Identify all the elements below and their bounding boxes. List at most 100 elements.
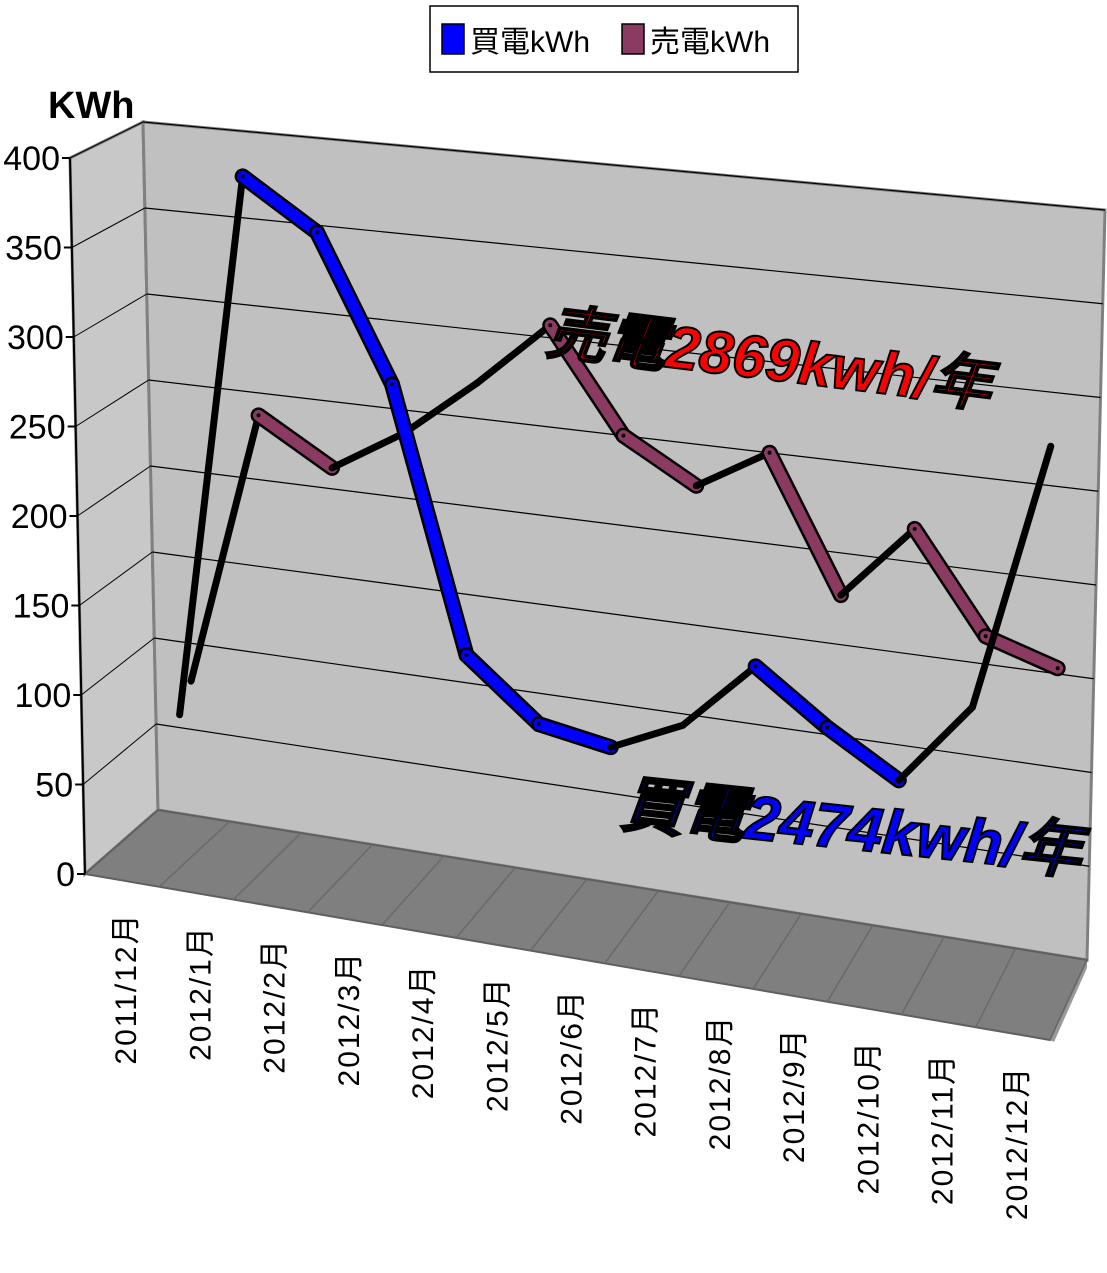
data-point-sell bbox=[838, 593, 843, 598]
legend-label-buy: 買電kWh bbox=[470, 26, 590, 59]
x-tick-label: 2012/11月 bbox=[927, 1053, 960, 1205]
series-segment-outline bbox=[328, 429, 408, 472]
data-point-buy bbox=[240, 174, 245, 179]
series-segment-outline bbox=[968, 442, 1055, 711]
series-segment-outline bbox=[679, 662, 760, 729]
data-point-sell bbox=[330, 465, 335, 470]
data-point-sell bbox=[767, 450, 772, 455]
series-segment-outline bbox=[895, 703, 976, 784]
data-point-buy bbox=[315, 230, 320, 235]
gridline-side bbox=[73, 293, 148, 338]
x-tick-mark bbox=[604, 890, 659, 964]
x-tick-mark bbox=[232, 832, 302, 901]
gridline-side bbox=[77, 465, 151, 517]
data-point-sell bbox=[621, 433, 626, 438]
series-segment-buy bbox=[461, 649, 545, 730]
x-tick-mark bbox=[1049, 959, 1088, 1041]
x-tick-mark bbox=[678, 901, 731, 977]
data-point-buy bbox=[536, 722, 541, 727]
series-segment-outline bbox=[400, 379, 481, 437]
data-point-sell bbox=[256, 413, 261, 418]
x-tick-mark bbox=[307, 844, 373, 913]
legend: 買電kWh 売電kWh bbox=[429, 5, 799, 73]
y-tick-label: 50 bbox=[35, 767, 73, 805]
x-axis-ticks: 2011/12月 2012/1月 2012/2月 2012/3月 2012/4月 2012… bbox=[110, 820, 1088, 1220]
x-tick-label: 2012/3月 bbox=[333, 951, 366, 1087]
legend-label-sell: 売電kWh bbox=[650, 26, 770, 59]
gridline bbox=[152, 551, 1094, 680]
y-tick-label: 400 bbox=[3, 140, 60, 178]
data-point-sell bbox=[548, 323, 553, 328]
series-segment-sell bbox=[253, 409, 338, 474]
series-segment-buy bbox=[311, 226, 398, 390]
x-tick-label: 2012/7月 bbox=[630, 1002, 663, 1138]
x-tick-label: 2012/10月 bbox=[852, 1040, 885, 1194]
data-point-buy bbox=[390, 382, 395, 387]
series-segment-buy bbox=[237, 170, 323, 238]
y-axis-unit: KWh bbox=[48, 85, 135, 127]
x-tick-label: 2012/8月 bbox=[704, 1015, 737, 1151]
series-segment-sell bbox=[617, 430, 702, 492]
y-tick-label: 150 bbox=[13, 588, 70, 626]
data-point-buy bbox=[970, 705, 975, 710]
series-segment-outline bbox=[692, 449, 774, 490]
series-segment-buy bbox=[533, 718, 617, 753]
x-tick-mark bbox=[381, 855, 445, 926]
y-tick-label: 0 bbox=[56, 856, 75, 894]
series-segment-sell bbox=[909, 523, 992, 642]
gridline bbox=[146, 293, 1101, 399]
series-segment-outline bbox=[187, 411, 263, 685]
data-point-sell bbox=[912, 526, 917, 531]
series-segment-sell bbox=[764, 447, 847, 601]
gridline bbox=[142, 121, 1106, 211]
series-group bbox=[176, 168, 1066, 789]
y-tick-label: 200 bbox=[11, 498, 68, 536]
gridline-side bbox=[79, 551, 153, 606]
data-point-buy bbox=[753, 664, 758, 669]
data-point-sell bbox=[475, 381, 480, 386]
gridline-side bbox=[82, 723, 157, 785]
y-axis-ticks: 0 50 100 150 200 250 300 350 400 bbox=[3, 140, 85, 894]
x-tick-mark bbox=[826, 925, 874, 1003]
legend-swatch-buy bbox=[441, 23, 465, 55]
x-tick-mark bbox=[529, 878, 588, 952]
gridline bbox=[156, 723, 1090, 867]
data-point-buy bbox=[680, 723, 685, 728]
series-segment-sell bbox=[980, 630, 1064, 674]
x-tick-label: 2012/4月 bbox=[407, 963, 440, 1099]
y-tick-label: 350 bbox=[5, 230, 62, 268]
data-point-buy bbox=[464, 653, 469, 658]
x-tick-label: 2012/9月 bbox=[778, 1027, 811, 1163]
y-tick-label: 300 bbox=[7, 319, 64, 357]
data-point-sell bbox=[1055, 666, 1060, 671]
x-tick-mark bbox=[975, 948, 1017, 1028]
data-point-buy bbox=[608, 745, 613, 750]
series-segment-buy bbox=[750, 660, 833, 734]
x-tick-label: 2012/1月 bbox=[184, 925, 217, 1061]
x-tick-mark bbox=[900, 936, 945, 1015]
x-tick-mark bbox=[158, 820, 230, 888]
x-tick-label: 2012/2月 bbox=[259, 938, 292, 1074]
series-segment-outline bbox=[837, 525, 919, 599]
x-tick-label: 2012/5月 bbox=[481, 976, 514, 1112]
gridline bbox=[154, 637, 1092, 774]
data-point-buy bbox=[825, 725, 830, 730]
gridline-side bbox=[71, 207, 146, 248]
x-tick-label: 2012/6月 bbox=[556, 989, 589, 1125]
data-point-buy bbox=[896, 778, 901, 783]
y-tick-label: 250 bbox=[9, 409, 66, 447]
x-tick-mark bbox=[455, 867, 516, 939]
legend-box bbox=[429, 5, 799, 73]
gridline-side bbox=[75, 379, 149, 427]
gridlines bbox=[69, 121, 1106, 867]
data-point-sell bbox=[694, 483, 699, 488]
series-segment-outline bbox=[607, 721, 687, 751]
gridline-side bbox=[80, 637, 155, 696]
series-segment-buy bbox=[386, 378, 473, 661]
data-point-sell bbox=[983, 634, 988, 639]
x-tick-label: 2011/12月 bbox=[110, 912, 143, 1064]
series-segment-outline bbox=[473, 321, 554, 387]
gridline-side bbox=[69, 121, 144, 159]
y-tick-label: 100 bbox=[15, 677, 72, 715]
